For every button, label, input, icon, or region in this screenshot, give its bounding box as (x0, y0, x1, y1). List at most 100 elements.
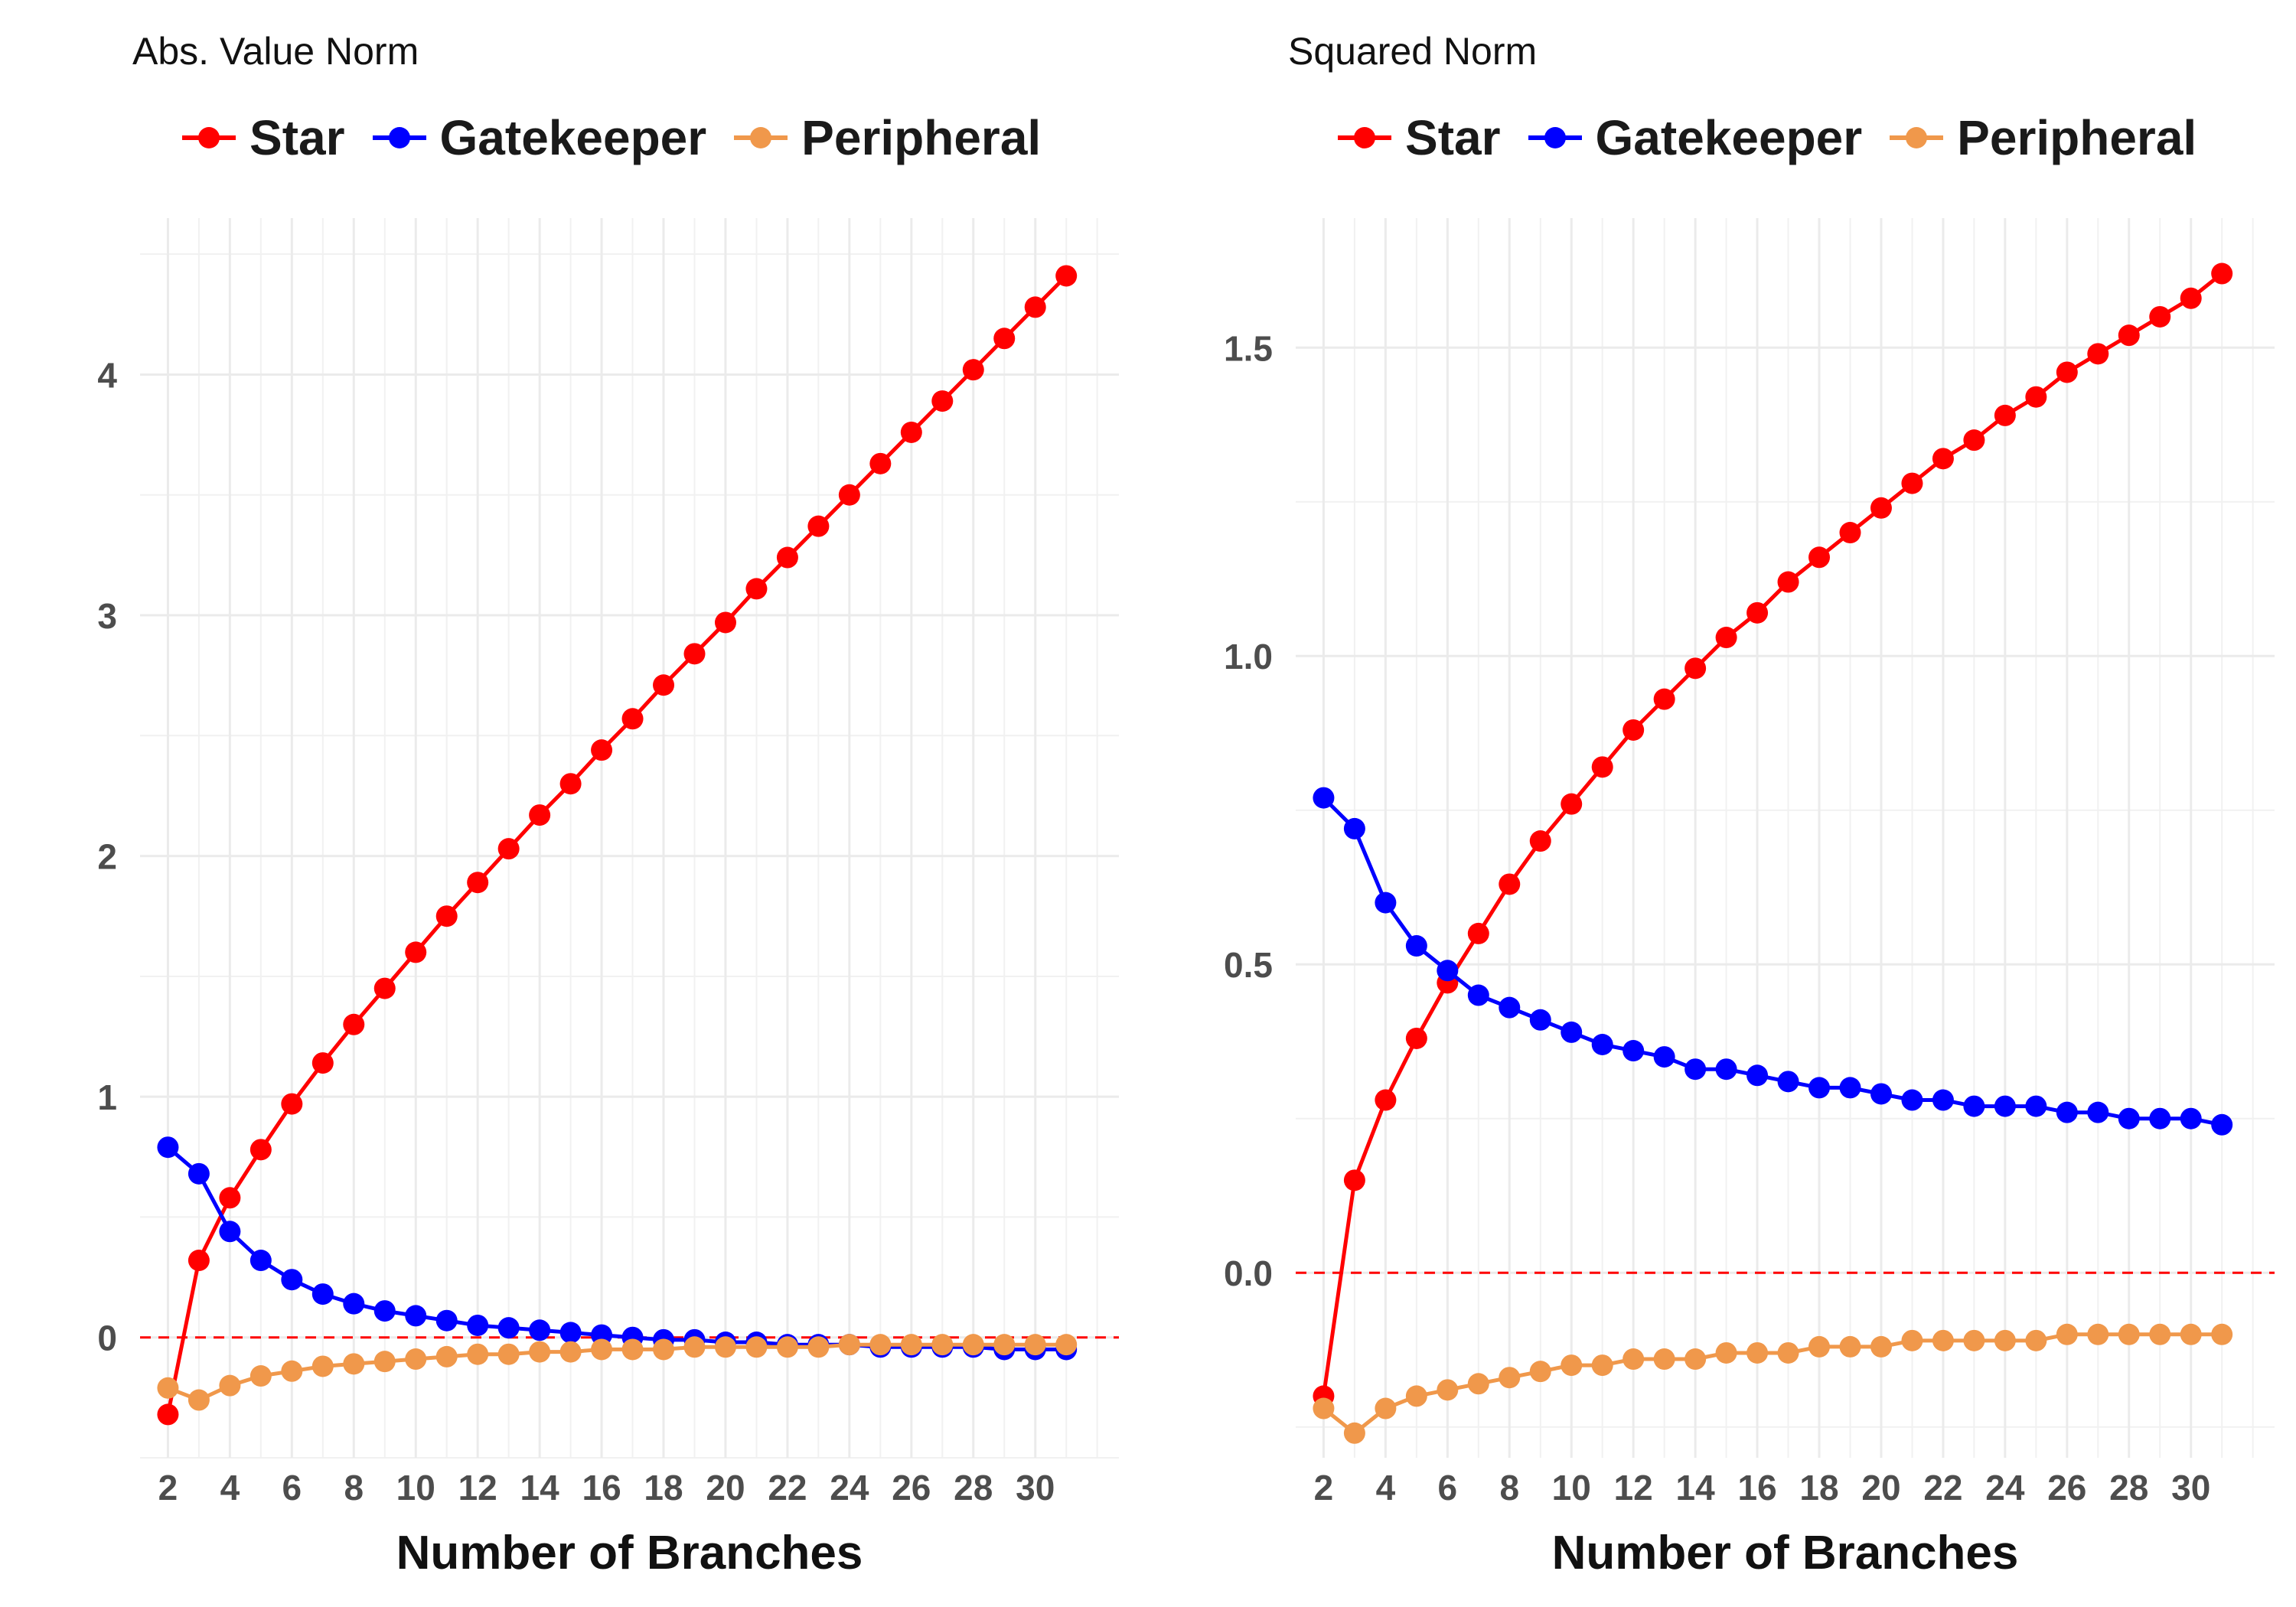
data-point-gatekeeper (2056, 1101, 2078, 1123)
legend-item-star: Star (182, 109, 345, 166)
data-point-peripheral (745, 1336, 768, 1358)
data-point-gatekeeper (1437, 960, 1459, 982)
y-tick-label: 1.5 (1224, 328, 1273, 368)
data-point-star (249, 1139, 272, 1161)
data-point-peripheral (1343, 1422, 1365, 1444)
x-tick-label: 26 (892, 1468, 931, 1508)
legend-item-peripheral: Peripheral (1890, 109, 2197, 166)
x-tick-label: 10 (1552, 1468, 1591, 1508)
data-point-star (931, 390, 954, 412)
data-point-peripheral (1901, 1329, 1923, 1351)
data-point-peripheral (1375, 1397, 1397, 1420)
data-point-peripheral (683, 1336, 706, 1358)
data-point-star (2056, 361, 2078, 383)
data-point-peripheral (714, 1336, 736, 1358)
data-point-star (591, 739, 613, 761)
data-point-peripheral (1561, 1354, 1583, 1377)
chart-panel-abs-value-norm: Abs. Value Norm Star Gatekeeper Peripher… (97, 30, 1119, 1579)
data-point-star (467, 872, 489, 894)
data-point-gatekeeper (188, 1162, 210, 1185)
data-point-star (157, 1403, 179, 1426)
x-tick-label: 22 (1923, 1468, 1962, 1508)
series-gatekeeper (1313, 787, 2233, 1136)
data-point-star (311, 1052, 334, 1074)
series-line-star (1321, 272, 2223, 1397)
data-point-peripheral (559, 1341, 582, 1363)
data-point-star (1024, 296, 1046, 318)
x-tick-label: 30 (2171, 1468, 2210, 1508)
legend-label-gatekeeper: Gatekeeper (1595, 110, 1863, 165)
legend-item-gatekeeper: Gatekeeper (1528, 109, 1863, 166)
data-point-peripheral (962, 1334, 984, 1356)
data-point-star (1994, 404, 2016, 426)
x-tick-label: 12 (458, 1468, 497, 1508)
x-tick-label: 8 (1499, 1468, 1519, 1508)
x-tick-label: 18 (1799, 1468, 1838, 1508)
data-point-star (343, 1013, 365, 1035)
data-point-gatekeeper (2087, 1101, 2109, 1123)
gridlines (140, 218, 1119, 1459)
data-point-gatekeeper (1529, 1009, 1551, 1031)
legend-item-peripheral: Peripheral (734, 109, 1041, 166)
x-tick-label: 28 (2109, 1468, 2148, 1508)
x-tick-label: 22 (768, 1468, 807, 1508)
data-point-peripheral (1467, 1373, 1489, 1395)
data-point-peripheral (1808, 1335, 1831, 1358)
data-point-peripheral (157, 1377, 179, 1399)
data-point-star (281, 1093, 303, 1115)
x-tick-label: 24 (830, 1468, 869, 1508)
x-tick-label: 20 (706, 1468, 745, 1508)
data-point-gatekeeper (1561, 1021, 1583, 1043)
data-point-peripheral (931, 1334, 954, 1356)
data-point-peripheral (249, 1365, 272, 1387)
y-tick-label: 1 (97, 1077, 117, 1117)
data-point-star (1405, 1027, 1427, 1049)
data-point-gatekeeper (1623, 1040, 1645, 1062)
data-point-peripheral (1870, 1335, 1892, 1358)
series-gatekeeper (157, 1136, 1078, 1361)
data-point-peripheral (281, 1360, 303, 1382)
data-point-gatekeeper (1839, 1077, 1861, 1099)
data-point-peripheral (1684, 1348, 1707, 1371)
data-point-star (1375, 1089, 1397, 1111)
data-point-peripheral (1623, 1348, 1645, 1371)
data-point-star (373, 977, 396, 999)
data-point-peripheral (591, 1338, 613, 1361)
data-point-gatekeeper (1313, 787, 1335, 809)
legend-key-gatekeeper (1528, 127, 1582, 148)
legend-key-peripheral (1890, 127, 1944, 148)
x-tick-label: 2 (158, 1468, 178, 1508)
data-point-star (1343, 1169, 1365, 1191)
data-point-gatekeeper (1932, 1089, 1954, 1111)
series-line-peripheral (167, 1342, 1067, 1402)
data-point-peripheral (373, 1351, 396, 1373)
data-point-star (1591, 756, 1613, 778)
x-tick-label: 20 (1861, 1468, 1900, 1508)
y-tick-label: 0 (97, 1319, 117, 1358)
legend-key-peripheral (734, 127, 788, 148)
data-point-gatekeeper (157, 1136, 179, 1159)
data-point-gatekeeper (1375, 892, 1397, 914)
data-point-peripheral (621, 1338, 644, 1361)
series-line-gatekeeper (166, 1146, 1067, 1351)
data-point-peripheral (807, 1336, 830, 1358)
data-point-gatekeeper (249, 1250, 272, 1272)
data-point-gatekeeper (373, 1300, 396, 1322)
data-point-star (714, 611, 736, 634)
x-axis-title: Number of Branches (1552, 1527, 2019, 1579)
x-tick-label: 28 (954, 1468, 993, 1508)
data-point-gatekeeper (219, 1221, 241, 1243)
data-point-peripheral (1777, 1341, 1799, 1364)
chart-legend: Star Gatekeeper Peripheral (182, 107, 1041, 168)
data-point-star (838, 484, 860, 506)
data-point-gatekeeper (311, 1283, 334, 1305)
data-point-peripheral (993, 1334, 1016, 1356)
data-point-star (1808, 546, 1831, 569)
chart-legend: Star Gatekeeper Peripheral (1338, 107, 2197, 168)
series-line-gatekeeper (1322, 796, 2223, 1127)
x-tick-label: 4 (220, 1468, 240, 1508)
data-point-star (2180, 287, 2202, 309)
series-star (157, 265, 1078, 1426)
data-point-peripheral (1313, 1397, 1335, 1420)
